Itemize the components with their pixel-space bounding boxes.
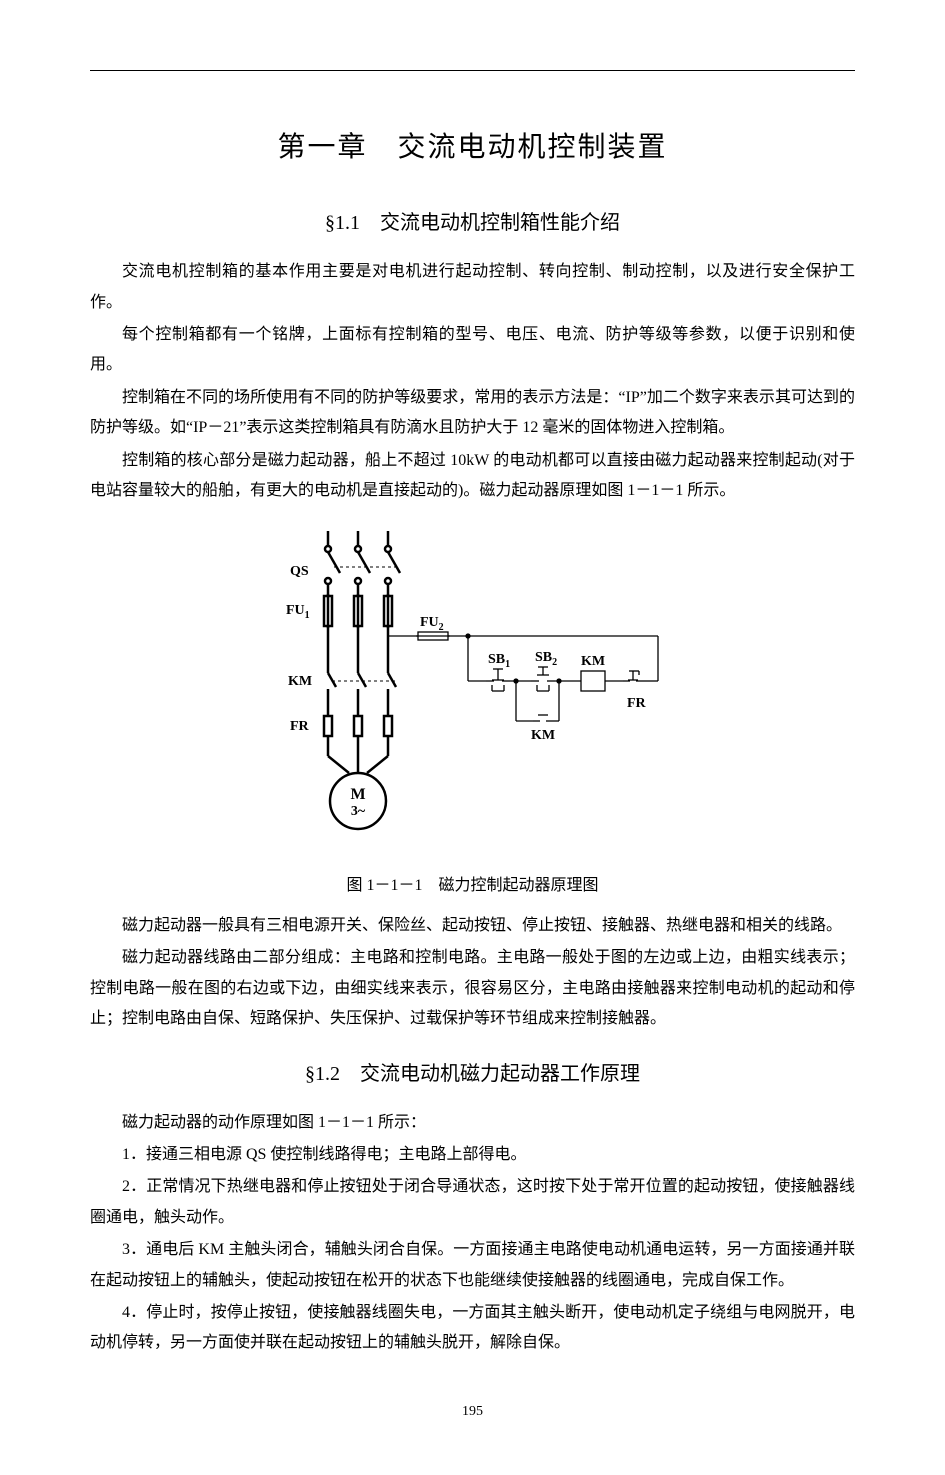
s2-para-1: 磁力起动器的动作原理如图 1－1－1 所示： <box>90 1108 855 1138</box>
circuit-diagram: QS FU1 KM FR M3~ FU2 SB1 SB2 KM FR KM <box>268 521 678 851</box>
svg-text:FR: FR <box>290 719 310 734</box>
page-number: 195 <box>90 1399 855 1426</box>
svg-text:SB2: SB2 <box>535 650 557 668</box>
s2-item-3: 3．通电后 KM 主触头闭合，辅触头闭合自保。一方面接通主电路使电动机通电运转，… <box>90 1235 855 1296</box>
s1-para-2: 每个控制箱都有一个铭牌，上面标有控制箱的型号、电压、电流、防护等级等参数，以便于… <box>90 320 855 381</box>
s2-item-2: 2．正常情况下热继电器和停止按钮处于闭合导通状态，这时按下处于常开位置的起动按钮… <box>90 1172 855 1233</box>
svg-text:3~: 3~ <box>350 804 365 819</box>
svg-text:KM: KM <box>288 674 312 689</box>
top-horizontal-rule <box>90 70 855 71</box>
chapter-title: 第一章 交流电动机控制装置 <box>90 121 855 174</box>
svg-text:KM: KM <box>531 728 555 743</box>
s1-para-4: 控制箱的核心部分是磁力起动器，船上不超过 10kW 的电动机都可以直接由磁力起动… <box>90 446 855 507</box>
figure-1-1-1: QS FU1 KM FR M3~ FU2 SB1 SB2 KM FR KM <box>90 521 855 862</box>
svg-text:KM: KM <box>581 654 605 669</box>
svg-text:FU2: FU2 <box>420 615 444 633</box>
svg-text:M: M <box>350 786 365 803</box>
s1-para-6: 磁力起动器线路由二部分组成：主电路和控制电路。主电路一般处于图的左边或上边，由粗… <box>90 943 855 1034</box>
figure-1-1-1-caption: 图 1－1－1 磁力控制起动器原理图 <box>90 871 855 901</box>
s2-item-1: 1．接通三相电源 QS 使控制线路得电；主电路上部得电。 <box>90 1140 855 1170</box>
s1-para-3: 控制箱在不同的场所使用有不同的防护等级要求，常用的表示方法是：“IP”加二个数字… <box>90 383 855 444</box>
section-1-2-title: §1.2 交流电动机磁力起动器工作原理 <box>90 1055 855 1093</box>
s1-para-1: 交流电机控制箱的基本作用主要是对电机进行起动控制、转向控制、制动控制，以及进行安… <box>90 257 855 318</box>
svg-text:QS: QS <box>290 564 309 579</box>
svg-text:FR: FR <box>627 696 647 711</box>
svg-text:SB1: SB1 <box>488 652 510 670</box>
s2-item-4: 4．停止时，按停止按钮，使接触器线圈失电，一方面其主触头断开，使电动机定子绕组与… <box>90 1298 855 1359</box>
svg-text:FU1: FU1 <box>286 603 310 621</box>
section-1-1-title: §1.1 交流电动机控制箱性能介绍 <box>90 204 855 242</box>
s1-para-5: 磁力起动器一般具有三相电源开关、保险丝、起动按钮、停止按钮、接触器、热继电器和相… <box>90 911 855 941</box>
